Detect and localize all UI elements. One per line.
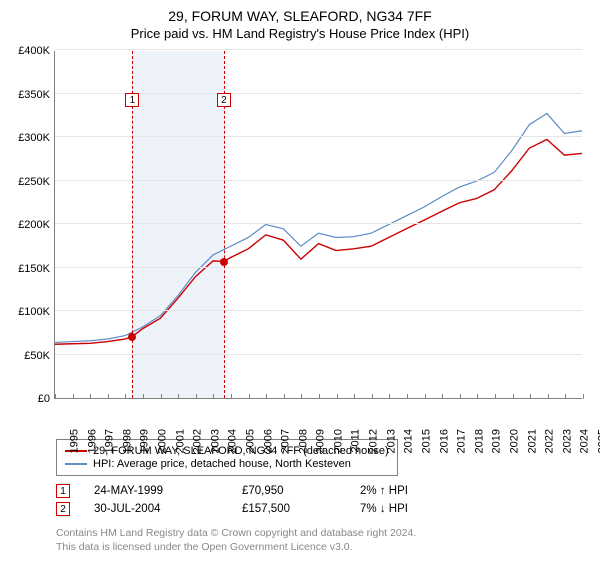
x-tick-label: 2007 <box>280 429 292 453</box>
y-tick-label: £0 <box>6 392 50 406</box>
x-tick-label: 1995 <box>68 429 80 453</box>
y-tick-label: £300K <box>6 131 50 145</box>
x-tick-label: 2004 <box>227 429 239 453</box>
x-tick-label: 1996 <box>86 429 98 453</box>
x-tick-label: 2013 <box>385 429 397 453</box>
series-line <box>55 113 582 342</box>
transaction-row: 1 24-MAY-1999£70,9502% ↑ HPI <box>56 484 590 498</box>
transaction-vs-hpi: 2% ↑ HPI <box>360 485 408 497</box>
marker-label-box: 2 <box>217 93 231 107</box>
transaction-price: £157,500 <box>242 503 360 515</box>
transaction-date: 24-MAY-1999 <box>94 485 242 497</box>
y-tick-label: £200K <box>6 218 50 232</box>
x-tick-label: 2014 <box>403 429 415 453</box>
x-tick-label: 2008 <box>297 429 309 453</box>
x-tick-label: 2006 <box>262 429 274 453</box>
marker-label-box: 1 <box>125 93 139 107</box>
y-axis-ticks: £0 £50K £100K £150K £200K £250K £300K £350K £400… <box>6 44 50 406</box>
x-tick-label: 2012 <box>368 429 380 453</box>
x-tick-label: 2019 <box>491 429 503 453</box>
x-tick-label: 1998 <box>121 429 133 453</box>
footer-line-1: Contains HM Land Registry data © Crown c… <box>56 526 590 540</box>
transaction-price: £70,950 <box>242 485 360 497</box>
x-axis-ticks: 1995199619971998199920002001200220032004… <box>54 401 582 439</box>
x-tick-label: 2017 <box>456 429 468 453</box>
marker-dot <box>128 333 136 341</box>
series-line <box>55 139 582 344</box>
x-tick-label: 2024 <box>579 429 591 453</box>
chart-title: 29, FORUM WAY, SLEAFORD, NG34 7FF <box>10 8 590 24</box>
transactions-table: 1 24-MAY-1999£70,9502% ↑ HPI 2 30-JUL-2004£… <box>56 484 590 516</box>
legend-swatch <box>65 463 87 465</box>
x-tick-label: 2016 <box>438 429 450 453</box>
y-tick-label: £350K <box>6 88 50 102</box>
x-tick-label: 2021 <box>526 429 538 453</box>
footer-line-2: This data is licensed under the Open Gov… <box>56 540 590 554</box>
y-tick-label: £250K <box>6 175 50 189</box>
chart-container: 29, FORUM WAY, SLEAFORD, NG34 7FF Price … <box>0 0 600 562</box>
chart-subtitle: Price paid vs. HM Land Registry's House … <box>10 26 590 41</box>
x-tick-label: 2009 <box>315 429 327 453</box>
plot-area: 12 <box>54 51 582 399</box>
x-tick-label: 2022 <box>544 429 556 453</box>
legend-row: HPI: Average price, detached house, Nort… <box>65 458 389 470</box>
x-tick-label: 2000 <box>156 429 168 453</box>
x-tick-label: 2001 <box>174 429 186 453</box>
x-tick-label: 2010 <box>332 429 344 453</box>
x-tick-label: 2015 <box>420 429 432 453</box>
transaction-date: 30-JUL-2004 <box>94 503 242 515</box>
x-tick-label: 2005 <box>244 429 256 453</box>
x-tick-label: 2011 <box>349 429 361 453</box>
x-tick-label: 2018 <box>473 429 485 453</box>
x-tick-label: 2002 <box>192 429 204 453</box>
y-tick-label: £50K <box>6 349 50 363</box>
x-tick-label: 2003 <box>209 429 221 453</box>
marker-dot <box>220 258 228 266</box>
footer-attribution: Contains HM Land Registry data © Crown c… <box>56 526 590 554</box>
x-tick-label: 1999 <box>139 429 151 453</box>
y-tick-label: £150K <box>6 262 50 276</box>
transaction-vs-hpi: 7% ↓ HPI <box>360 503 408 515</box>
x-tick-label: 1997 <box>104 429 116 453</box>
chart-area: 12 £0£50K£100K£150K£200K£250K£300K£350K£… <box>54 51 582 399</box>
legend-label: HPI: Average price, detached house, Nort… <box>93 458 351 470</box>
y-tick-label: £100K <box>6 305 50 319</box>
x-tick-label: 2020 <box>508 429 520 453</box>
transaction-index-box: 2 <box>56 502 70 516</box>
y-tick-label: £400K <box>6 44 50 58</box>
transaction-row: 2 30-JUL-2004£157,5007% ↓ HPI <box>56 502 590 516</box>
x-tick-label: 2025 <box>596 429 600 453</box>
transaction-index-box: 1 <box>56 484 70 498</box>
x-tick-label: 2023 <box>561 429 573 453</box>
